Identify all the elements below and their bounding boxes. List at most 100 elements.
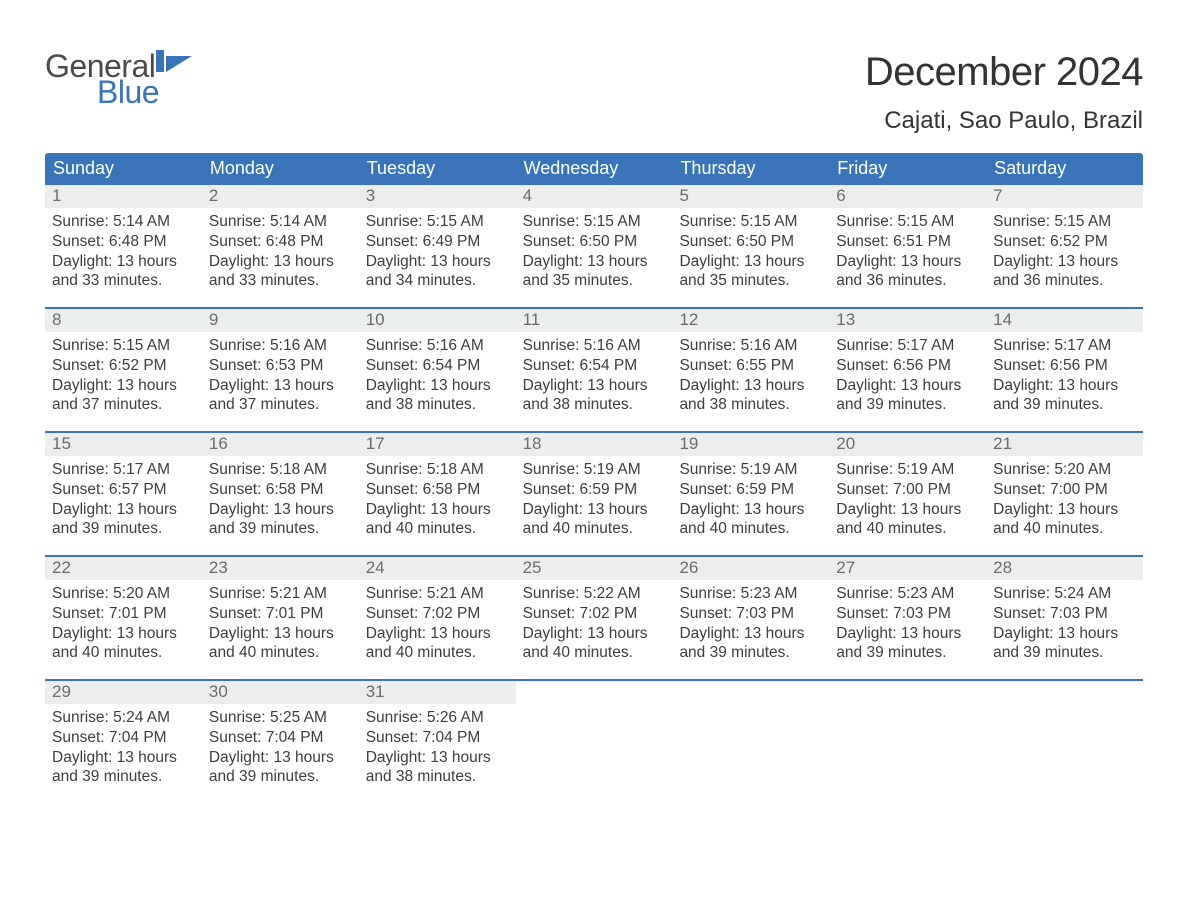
daylight-text: Daylight: 13 hours [993, 500, 1136, 520]
daylight-text: and 40 minutes. [993, 519, 1136, 539]
day-number: 25 [516, 557, 673, 580]
sunrise-text: Sunrise: 5:17 AM [52, 460, 195, 480]
daylight-text: and 40 minutes. [523, 643, 666, 663]
daylight-text: and 40 minutes. [366, 519, 509, 539]
daylight-text: and 38 minutes. [366, 395, 509, 415]
day-number: 18 [516, 433, 673, 456]
calendar-cell: 31Sunrise: 5:26 AMSunset: 7:04 PMDayligh… [359, 681, 516, 803]
sunset-text: Sunset: 6:54 PM [366, 356, 509, 376]
calendar-cell: 12Sunrise: 5:16 AMSunset: 6:55 PMDayligh… [672, 309, 829, 431]
sunset-text: Sunset: 7:02 PM [523, 604, 666, 624]
day-number: 21 [986, 433, 1143, 456]
daylight-text: and 37 minutes. [52, 395, 195, 415]
daylight-text: and 39 minutes. [993, 643, 1136, 663]
sunset-text: Sunset: 6:54 PM [523, 356, 666, 376]
sunset-text: Sunset: 6:50 PM [523, 232, 666, 252]
day-details: Sunrise: 5:16 AMSunset: 6:55 PMDaylight:… [672, 332, 829, 415]
day-number: 1 [45, 185, 202, 208]
day-details: Sunrise: 5:17 AMSunset: 6:56 PMDaylight:… [986, 332, 1143, 415]
sunset-text: Sunset: 7:01 PM [52, 604, 195, 624]
page-title: December 2024 [865, 50, 1143, 95]
calendar-cell: 26Sunrise: 5:23 AMSunset: 7:03 PMDayligh… [672, 557, 829, 679]
dayhead-monday: Monday [202, 153, 359, 185]
day-number: 5 [672, 185, 829, 208]
day-number: 11 [516, 309, 673, 332]
day-details: Sunrise: 5:20 AMSunset: 7:01 PMDaylight:… [45, 580, 202, 663]
calendar-cell: 28Sunrise: 5:24 AMSunset: 7:03 PMDayligh… [986, 557, 1143, 679]
sunset-text: Sunset: 6:48 PM [209, 232, 352, 252]
calendar-week: 15Sunrise: 5:17 AMSunset: 6:57 PMDayligh… [45, 431, 1143, 555]
daylight-text: Daylight: 13 hours [52, 376, 195, 396]
day-number: 20 [829, 433, 986, 456]
daylight-text: Daylight: 13 hours [523, 500, 666, 520]
day-details: Sunrise: 5:15 AMSunset: 6:50 PMDaylight:… [672, 208, 829, 291]
sunrise-text: Sunrise: 5:19 AM [836, 460, 979, 480]
sunset-text: Sunset: 6:56 PM [993, 356, 1136, 376]
calendar-cell: 23Sunrise: 5:21 AMSunset: 7:01 PMDayligh… [202, 557, 359, 679]
daylight-text: and 40 minutes. [679, 519, 822, 539]
day-details: Sunrise: 5:15 AMSunset: 6:52 PMDaylight:… [986, 208, 1143, 291]
calendar: Sunday Monday Tuesday Wednesday Thursday… [45, 153, 1143, 803]
day-details: Sunrise: 5:18 AMSunset: 6:58 PMDaylight:… [202, 456, 359, 539]
day-number: 8 [45, 309, 202, 332]
day-details: Sunrise: 5:19 AMSunset: 6:59 PMDaylight:… [672, 456, 829, 539]
day-number: 26 [672, 557, 829, 580]
sunrise-text: Sunrise: 5:20 AM [52, 584, 195, 604]
sunrise-text: Sunrise: 5:25 AM [209, 708, 352, 728]
calendar-cell-empty [829, 681, 986, 803]
sunset-text: Sunset: 6:50 PM [679, 232, 822, 252]
sunset-text: Sunset: 6:49 PM [366, 232, 509, 252]
sunset-text: Sunset: 6:56 PM [836, 356, 979, 376]
daylight-text: Daylight: 13 hours [52, 500, 195, 520]
sunset-text: Sunset: 7:03 PM [993, 604, 1136, 624]
page-header: General Blue December 2024 Cajati, Sao P… [45, 50, 1143, 135]
daylight-text: Daylight: 13 hours [523, 252, 666, 272]
day-details: Sunrise: 5:19 AMSunset: 6:59 PMDaylight:… [516, 456, 673, 539]
calendar-cell: 5Sunrise: 5:15 AMSunset: 6:50 PMDaylight… [672, 185, 829, 307]
day-details: Sunrise: 5:24 AMSunset: 7:04 PMDaylight:… [45, 704, 202, 787]
calendar-cell: 14Sunrise: 5:17 AMSunset: 6:56 PMDayligh… [986, 309, 1143, 431]
daylight-text: Daylight: 13 hours [209, 500, 352, 520]
calendar-cell: 10Sunrise: 5:16 AMSunset: 6:54 PMDayligh… [359, 309, 516, 431]
calendar-cell: 21Sunrise: 5:20 AMSunset: 7:00 PMDayligh… [986, 433, 1143, 555]
sunrise-text: Sunrise: 5:21 AM [366, 584, 509, 604]
daylight-text: and 39 minutes. [52, 767, 195, 787]
daylight-text: and 40 minutes. [523, 519, 666, 539]
daylight-text: and 38 minutes. [679, 395, 822, 415]
sunrise-text: Sunrise: 5:16 AM [523, 336, 666, 356]
sunset-text: Sunset: 7:03 PM [836, 604, 979, 624]
sunrise-text: Sunrise: 5:20 AM [993, 460, 1136, 480]
day-number: 12 [672, 309, 829, 332]
daylight-text: and 34 minutes. [366, 271, 509, 291]
daylight-text: Daylight: 13 hours [52, 624, 195, 644]
calendar-cell: 16Sunrise: 5:18 AMSunset: 6:58 PMDayligh… [202, 433, 359, 555]
daylight-text: and 39 minutes. [679, 643, 822, 663]
day-number: 4 [516, 185, 673, 208]
sunset-text: Sunset: 7:04 PM [52, 728, 195, 748]
day-details: Sunrise: 5:15 AMSunset: 6:49 PMDaylight:… [359, 208, 516, 291]
logo: General Blue [45, 50, 192, 108]
day-number: 17 [359, 433, 516, 456]
sunrise-text: Sunrise: 5:15 AM [523, 212, 666, 232]
day-number: 16 [202, 433, 359, 456]
daylight-text: and 40 minutes. [52, 643, 195, 663]
sunset-text: Sunset: 6:59 PM [679, 480, 822, 500]
sunset-text: Sunset: 7:04 PM [366, 728, 509, 748]
sunrise-text: Sunrise: 5:19 AM [523, 460, 666, 480]
daylight-text: and 39 minutes. [209, 519, 352, 539]
sunrise-text: Sunrise: 5:21 AM [209, 584, 352, 604]
sunset-text: Sunset: 7:02 PM [366, 604, 509, 624]
day-details: Sunrise: 5:21 AMSunset: 7:02 PMDaylight:… [359, 580, 516, 663]
calendar-cell-empty [986, 681, 1143, 803]
daylight-text: and 40 minutes. [366, 643, 509, 663]
day-number: 9 [202, 309, 359, 332]
sunrise-text: Sunrise: 5:15 AM [679, 212, 822, 232]
sunrise-text: Sunrise: 5:14 AM [52, 212, 195, 232]
sunset-text: Sunset: 6:52 PM [52, 356, 195, 376]
sunset-text: Sunset: 6:53 PM [209, 356, 352, 376]
daylight-text: and 35 minutes. [523, 271, 666, 291]
day-details: Sunrise: 5:14 AMSunset: 6:48 PMDaylight:… [202, 208, 359, 291]
calendar-cell: 13Sunrise: 5:17 AMSunset: 6:56 PMDayligh… [829, 309, 986, 431]
day-details: Sunrise: 5:14 AMSunset: 6:48 PMDaylight:… [45, 208, 202, 291]
location-subtitle: Cajati, Sao Paulo, Brazil [865, 107, 1143, 135]
